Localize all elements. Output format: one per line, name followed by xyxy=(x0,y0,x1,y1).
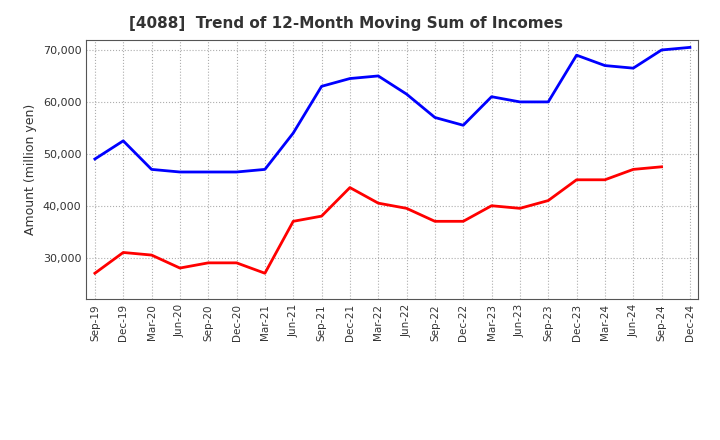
Ordinary Income xyxy=(657,48,666,53)
Net Income xyxy=(318,213,326,219)
Line: Net Income: Net Income xyxy=(95,167,662,273)
Net Income xyxy=(431,219,439,224)
Ordinary Income xyxy=(629,66,637,71)
Net Income xyxy=(657,164,666,169)
Net Income xyxy=(459,219,467,224)
Ordinary Income xyxy=(91,156,99,161)
Ordinary Income xyxy=(233,169,241,175)
Ordinary Income xyxy=(572,52,581,58)
Ordinary Income xyxy=(487,94,496,99)
Ordinary Income xyxy=(600,63,609,68)
Ordinary Income xyxy=(148,167,156,172)
Ordinary Income xyxy=(459,123,467,128)
Net Income xyxy=(91,271,99,276)
Net Income xyxy=(261,271,269,276)
Y-axis label: Amount (million yen): Amount (million yen) xyxy=(24,104,37,235)
Net Income xyxy=(233,260,241,265)
Ordinary Income xyxy=(346,76,354,81)
Net Income xyxy=(119,250,127,255)
Ordinary Income xyxy=(516,99,524,105)
Net Income xyxy=(374,201,382,206)
Ordinary Income xyxy=(119,138,127,143)
Net Income xyxy=(629,167,637,172)
Ordinary Income xyxy=(261,167,269,172)
Net Income xyxy=(600,177,609,183)
Text: [4088]  Trend of 12-Month Moving Sum of Incomes: [4088] Trend of 12-Month Moving Sum of I… xyxy=(130,16,563,32)
Net Income xyxy=(402,205,411,211)
Ordinary Income xyxy=(544,99,552,105)
Ordinary Income xyxy=(402,92,411,97)
Net Income xyxy=(148,253,156,258)
Net Income xyxy=(487,203,496,209)
Net Income xyxy=(346,185,354,190)
Net Income xyxy=(544,198,552,203)
Net Income xyxy=(289,219,297,224)
Net Income xyxy=(176,265,184,271)
Net Income xyxy=(516,205,524,211)
Ordinary Income xyxy=(289,130,297,136)
Ordinary Income xyxy=(318,84,326,89)
Net Income xyxy=(204,260,212,265)
Ordinary Income xyxy=(431,115,439,120)
Ordinary Income xyxy=(204,169,212,175)
Ordinary Income xyxy=(685,45,694,50)
Ordinary Income xyxy=(176,169,184,175)
Line: Ordinary Income: Ordinary Income xyxy=(95,48,690,172)
Net Income xyxy=(572,177,581,183)
Ordinary Income xyxy=(374,73,382,79)
